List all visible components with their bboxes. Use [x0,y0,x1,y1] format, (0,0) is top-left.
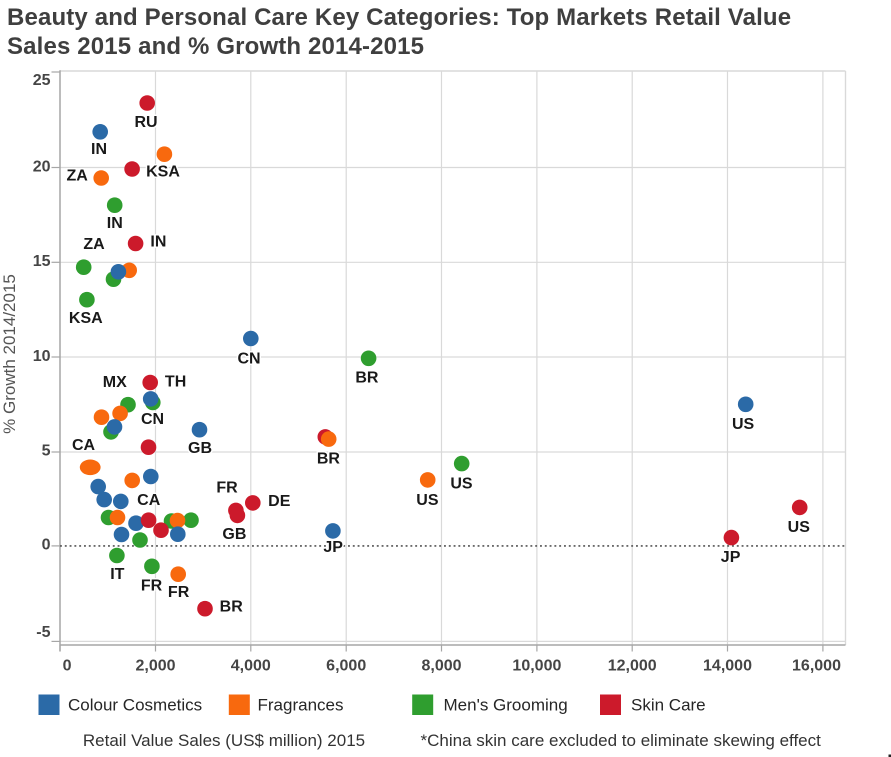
svg-text:BR: BR [220,599,244,616]
svg-text:IT: IT [110,566,124,583]
svg-text:4,000: 4,000 [231,657,271,674]
svg-text:14,000: 14,000 [703,657,752,674]
svg-text:Skin Care: Skin Care [631,696,706,715]
svg-text:% Growth 2014/2015: % Growth 2014/2015 [0,274,19,434]
svg-text:RU: RU [134,114,157,131]
svg-text:Fragrances: Fragrances [258,696,344,715]
svg-text:20: 20 [33,159,51,176]
svg-text:GB: GB [222,526,246,543]
svg-text:US: US [788,519,811,536]
svg-text:ZA: ZA [83,236,105,253]
svg-text:JP: JP [323,539,343,556]
svg-text:KSA: KSA [69,310,103,327]
svg-text:15: 15 [33,253,51,270]
svg-text:TH: TH [165,374,186,391]
svg-text:0: 0 [42,537,51,554]
svg-text:US: US [732,416,755,433]
svg-text:-5: -5 [36,624,50,641]
svg-text:IN: IN [91,141,107,158]
svg-text:10,000: 10,000 [512,657,561,674]
svg-text:0: 0 [63,657,72,674]
svg-text:Men's Grooming: Men's Grooming [444,696,568,715]
svg-text:FR: FR [216,480,238,497]
svg-text:10: 10 [33,348,51,365]
svg-text:BR: BR [355,369,379,386]
svg-text:CA: CA [137,492,161,509]
svg-text:6,000: 6,000 [326,657,366,674]
svg-text:IN: IN [150,234,166,251]
svg-text:25: 25 [33,72,51,89]
svg-text:BR: BR [317,451,341,468]
svg-text:IN: IN [107,215,123,232]
svg-text:*China skin care excluded to e: *China skin care excluded to eliminate s… [421,731,822,750]
svg-text:CN: CN [141,411,164,428]
svg-text:MX: MX [103,374,127,391]
svg-text:FR: FR [168,584,190,601]
svg-text:US: US [450,476,473,493]
svg-text:12,000: 12,000 [608,657,657,674]
svg-text:2,000: 2,000 [135,657,175,674]
svg-text:GB: GB [188,440,212,457]
svg-text:FR: FR [141,577,163,594]
svg-text:5: 5 [42,442,51,459]
svg-text:US: US [416,492,439,509]
svg-text:DE: DE [268,493,291,510]
svg-text:ZA: ZA [67,167,89,184]
svg-text:Retail Value Sales (US$ millio: Retail Value Sales (US$ million) 2015 [83,731,365,750]
svg-text:8,000: 8,000 [421,657,461,674]
svg-text:16,000: 16,000 [792,657,841,674]
svg-text:CN: CN [237,351,260,368]
svg-text:CA: CA [72,437,96,454]
svg-text:JP: JP [721,549,741,566]
svg-text:KSA: KSA [146,164,180,181]
svg-text:Colour Cosmetics: Colour Cosmetics [68,696,202,715]
